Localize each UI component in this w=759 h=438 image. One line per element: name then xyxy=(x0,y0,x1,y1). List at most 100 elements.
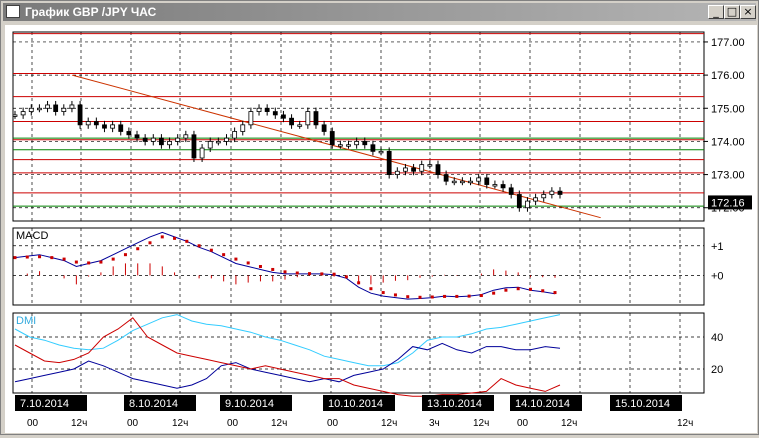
date-label: 9.10.2014 xyxy=(225,398,274,410)
macd-signal-point xyxy=(553,291,557,295)
candle-body xyxy=(264,107,270,112)
macd-signal-point xyxy=(308,272,312,276)
candle-body xyxy=(224,137,229,142)
candle-body xyxy=(492,184,498,187)
date-label-box xyxy=(124,395,196,411)
macd-tick-label: +0 xyxy=(711,270,724,282)
candle-body xyxy=(297,124,303,127)
macd-signal-point xyxy=(393,293,397,297)
hour-label: 00 xyxy=(227,418,239,429)
candle-body xyxy=(207,141,213,149)
close-button[interactable]: × xyxy=(740,5,756,19)
candle-body xyxy=(386,150,392,175)
hour-label: 12ч xyxy=(381,418,397,429)
candle-body xyxy=(69,104,75,109)
macd-signal-point xyxy=(111,257,115,261)
dmi-tick-label: 20 xyxy=(711,364,723,376)
candle-body xyxy=(289,117,294,126)
macd-panel-label: MACD xyxy=(16,230,48,242)
candle-body xyxy=(37,107,42,111)
macd-signal-point xyxy=(369,287,373,291)
macd-signal-point xyxy=(148,241,152,245)
macd-signal-point xyxy=(295,271,299,275)
macd-signal-point xyxy=(528,287,532,291)
macd-line xyxy=(14,231,556,300)
candle-body xyxy=(12,114,18,117)
candle-body xyxy=(337,144,343,147)
candle-body xyxy=(240,124,246,132)
hour-label: 00 xyxy=(127,418,139,429)
macd-signal-point xyxy=(160,235,164,239)
hour-label: 12ч xyxy=(473,418,489,429)
candle-body xyxy=(215,141,221,144)
date-label: 7.10.2014 xyxy=(20,398,69,410)
candle-body xyxy=(533,197,538,202)
date-label-box xyxy=(323,395,395,411)
macd-signal-point xyxy=(357,281,361,285)
hour-label: 12ч xyxy=(561,418,577,429)
current-price-box xyxy=(708,195,752,210)
candle-body xyxy=(346,144,351,147)
macd-signal-point xyxy=(455,294,459,298)
panel-macd xyxy=(12,227,705,306)
candle-body xyxy=(370,144,376,152)
candle-body xyxy=(20,111,26,116)
candle-body xyxy=(484,177,490,185)
date-label: 15.10.2014 xyxy=(615,398,670,410)
macd-signal-point xyxy=(99,260,103,264)
hour-label: 12ч xyxy=(271,418,287,429)
macd-signal-point xyxy=(479,294,483,298)
minimize-button[interactable]: _ xyxy=(708,5,724,19)
candle-body xyxy=(403,167,408,172)
candle-body xyxy=(508,187,514,195)
macd-signal-point xyxy=(62,257,66,261)
candle-body xyxy=(118,124,124,132)
candle-body xyxy=(248,111,254,126)
maximize-button[interactable]: □ xyxy=(724,5,740,19)
macd-signal-point xyxy=(516,287,520,291)
candle-body xyxy=(150,137,156,142)
candle-body xyxy=(362,141,368,146)
macd-signal-point xyxy=(271,267,275,271)
title-bar[interactable]: График GBP /JPY ЧАС _ □ × xyxy=(3,3,756,21)
macd-signal-point xyxy=(222,253,226,257)
candle-body xyxy=(435,164,441,175)
panel-dmi xyxy=(12,312,705,394)
macd-signal-point xyxy=(283,270,287,274)
candle-body xyxy=(516,194,522,209)
candle-body xyxy=(232,131,238,139)
date-label-box xyxy=(422,395,494,411)
macd-signal-point xyxy=(344,275,348,279)
macd-signal-point xyxy=(320,272,324,276)
macd-signal-point xyxy=(467,294,471,298)
window-title: График GBP /JPY ЧАС xyxy=(25,5,157,19)
dmi-tick-label: 40 xyxy=(711,332,723,344)
candle-body xyxy=(459,180,465,184)
candle-body xyxy=(175,137,181,142)
macd-signal-point xyxy=(74,260,78,264)
hour-label: 00 xyxy=(517,418,529,429)
date-label: 14.10.2014 xyxy=(515,398,570,410)
macd-signal-point xyxy=(87,261,91,265)
candle-body xyxy=(468,180,473,184)
candle-body xyxy=(354,141,360,146)
dmi-minus-line xyxy=(14,317,561,397)
macd-signal-point xyxy=(381,291,385,295)
candle-body xyxy=(272,111,278,116)
chart-canvas: 177.00176.00175.00174.00173.00172.00172.… xyxy=(12,31,752,429)
hour-label: 12ч xyxy=(71,418,87,429)
candle-body xyxy=(77,104,83,126)
hour-label: 00 xyxy=(27,418,39,429)
macd-signal-point xyxy=(418,295,422,299)
dmi-adx-line xyxy=(14,314,561,367)
y-tick-label: 174.00 xyxy=(711,136,745,148)
macd-signal-point xyxy=(430,295,434,299)
candle-body xyxy=(427,164,433,167)
candle-body xyxy=(451,180,457,184)
macd-signal-point xyxy=(234,257,238,261)
macd-signal-point xyxy=(246,261,250,265)
candle-body xyxy=(256,107,262,112)
macd-signal-point xyxy=(38,255,42,259)
y-tick-label: 173.00 xyxy=(711,170,745,182)
candle-body xyxy=(134,134,140,139)
